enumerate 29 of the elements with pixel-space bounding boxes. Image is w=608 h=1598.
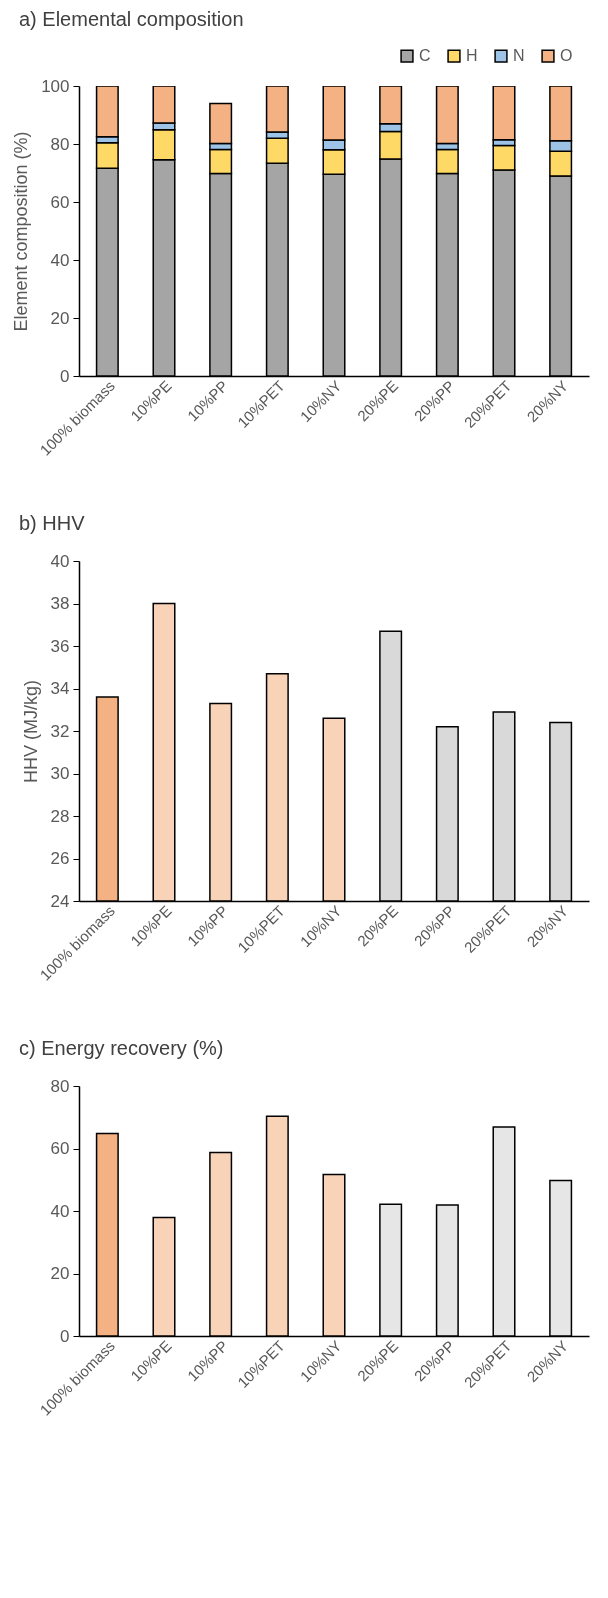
y-tick-label: 30 xyxy=(50,764,70,783)
y-axis-title: Element composition (%) xyxy=(11,131,32,332)
y-tick-label: 40 xyxy=(50,551,70,571)
y-tick-label: 20 xyxy=(50,1264,70,1283)
y-tick-label: 26 xyxy=(50,849,70,868)
chart-title: c) Energy recovery (%) xyxy=(19,1037,224,1059)
y-tick-label: 20 xyxy=(50,308,70,328)
y-tick-label: 36 xyxy=(50,636,70,656)
y-tick-label: 100 xyxy=(41,76,70,96)
legend-label: H xyxy=(466,47,478,65)
y-tick-label: 0 xyxy=(60,366,70,386)
legend-label: O xyxy=(560,47,573,65)
y-axis-title: HHV (MJ/kg) xyxy=(20,680,41,783)
y-tick-label: 60 xyxy=(50,192,70,212)
y-tick-label: 38 xyxy=(50,594,70,613)
chart-title: a) Elemental composition xyxy=(19,8,244,30)
chart-title: b) HHV xyxy=(19,512,86,534)
legend-label: C xyxy=(419,47,431,65)
y-tick-label: 34 xyxy=(50,679,70,698)
y-tick-label: 60 xyxy=(50,1139,70,1158)
y-tick-label: 28 xyxy=(50,806,70,826)
y-tick-label: 80 xyxy=(50,1076,70,1096)
y-tick-label: 40 xyxy=(50,250,70,270)
y-tick-label: 0 xyxy=(60,1326,70,1346)
y-tick-label: 80 xyxy=(50,134,70,154)
y-tick-label: 32 xyxy=(50,721,70,741)
legend-label: N xyxy=(513,47,525,65)
y-tick-label: 24 xyxy=(50,891,70,911)
y-tick-label: 40 xyxy=(50,1201,70,1221)
